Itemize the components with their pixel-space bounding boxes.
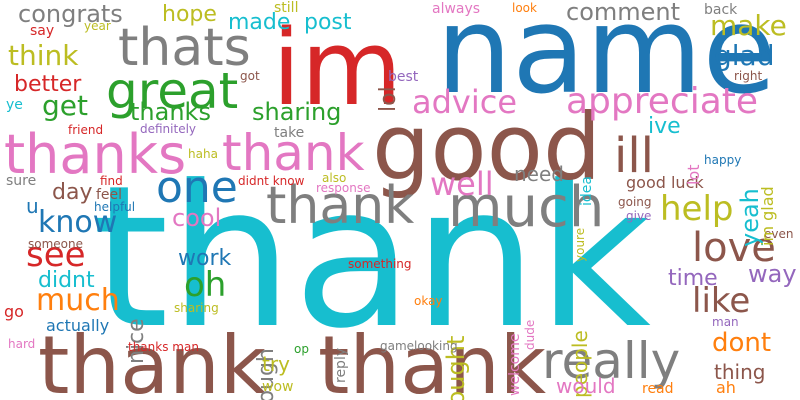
word: make xyxy=(710,9,787,42)
word: thank xyxy=(38,319,267,400)
word: love xyxy=(692,225,776,271)
word: find xyxy=(100,174,123,188)
word: look xyxy=(512,1,537,15)
word: congrats xyxy=(18,0,123,28)
word: u xyxy=(26,194,39,218)
word: well xyxy=(430,165,494,203)
word: even xyxy=(764,227,794,241)
word: response xyxy=(316,181,371,195)
word: helpful xyxy=(94,200,136,214)
word: better xyxy=(14,72,82,97)
word: definitely xyxy=(140,122,197,136)
word: haha xyxy=(188,147,218,161)
word: wow xyxy=(262,379,294,395)
word: say xyxy=(30,23,55,39)
word: see xyxy=(26,235,86,275)
word: get xyxy=(42,89,88,122)
word: work xyxy=(178,246,232,271)
word: name xyxy=(436,0,777,121)
word: still xyxy=(274,0,299,16)
word: ye xyxy=(6,97,23,113)
word: going xyxy=(618,195,652,209)
word: man xyxy=(712,315,739,329)
word: much xyxy=(36,283,120,318)
word: im glad xyxy=(758,186,777,246)
word: happy xyxy=(704,153,742,167)
word: idea xyxy=(579,176,595,206)
word: sharing xyxy=(252,98,342,126)
word: post xyxy=(304,10,352,35)
word: back xyxy=(704,2,738,18)
word: friend xyxy=(68,123,104,137)
word: thanks man xyxy=(128,340,199,354)
word: day xyxy=(52,180,93,205)
word: didnt know xyxy=(238,174,305,188)
word: got xyxy=(240,69,260,83)
word: comment xyxy=(566,0,681,26)
word: oh xyxy=(184,265,227,305)
word: help xyxy=(660,189,734,229)
word: try xyxy=(262,352,290,376)
word: ah xyxy=(716,378,736,397)
word: go xyxy=(4,302,24,321)
word: read xyxy=(642,381,674,397)
word: welcome xyxy=(507,334,523,397)
word: cool xyxy=(172,204,222,232)
word: appreciate xyxy=(566,81,759,122)
word: actually xyxy=(46,316,110,335)
word: would xyxy=(556,374,616,398)
word: sure xyxy=(6,173,37,189)
word: someone xyxy=(28,237,83,251)
word: like xyxy=(692,281,751,321)
word: thank xyxy=(266,176,415,236)
word: also xyxy=(322,171,347,185)
word: know xyxy=(38,205,118,240)
word: something xyxy=(348,257,412,271)
word: glad xyxy=(714,39,775,72)
word: good xyxy=(372,94,602,201)
word: take xyxy=(274,125,305,141)
word: lot xyxy=(684,164,703,185)
word: think xyxy=(8,39,79,72)
word: made xyxy=(228,10,291,35)
word: lol xyxy=(376,86,401,112)
word: sharing xyxy=(174,301,219,315)
word: youre xyxy=(573,228,587,263)
word: need xyxy=(514,162,564,186)
word: time xyxy=(668,266,718,291)
word: way xyxy=(748,260,797,288)
word: dude xyxy=(523,320,537,351)
word: great xyxy=(106,62,239,120)
word: okay xyxy=(414,294,443,308)
word: ill xyxy=(614,128,655,184)
word: thing xyxy=(714,360,766,384)
word: hard xyxy=(8,337,36,351)
word: didnt xyxy=(38,268,95,293)
word: always xyxy=(432,1,481,17)
word: dont xyxy=(712,328,772,358)
word: much xyxy=(448,175,605,240)
word: advice xyxy=(412,83,518,121)
word: thank xyxy=(318,319,547,400)
word: good luck xyxy=(626,173,704,192)
word: right xyxy=(734,69,763,83)
word: really xyxy=(542,332,681,390)
word: thanks xyxy=(130,98,211,126)
word: best xyxy=(388,69,419,85)
word: gamelooking xyxy=(380,339,458,353)
word: hope xyxy=(162,2,217,27)
word: give xyxy=(626,209,652,223)
word: feel xyxy=(96,187,123,203)
word: im xyxy=(272,7,403,129)
word: thank xyxy=(222,124,365,182)
word: year xyxy=(84,19,111,33)
word: thank xyxy=(92,144,651,372)
word: one xyxy=(156,162,238,213)
word: thats xyxy=(118,18,251,78)
word: reply xyxy=(333,348,349,384)
word: thanks xyxy=(4,123,187,186)
word: ive xyxy=(648,114,681,139)
word: op xyxy=(294,342,309,356)
